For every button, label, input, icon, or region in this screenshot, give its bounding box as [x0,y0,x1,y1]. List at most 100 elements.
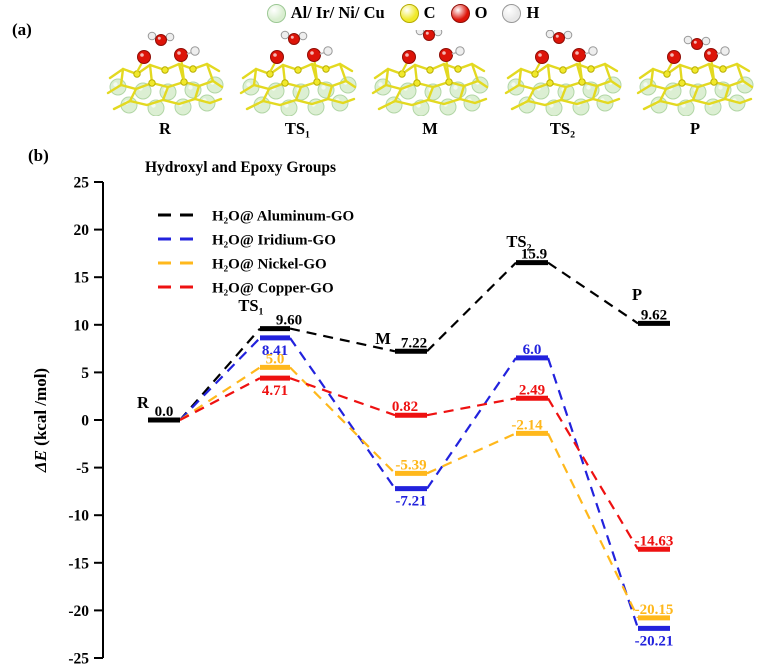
stage-label: R [137,393,150,412]
connector [547,397,639,550]
value-label: 9.60 [276,313,302,329]
molecule-image [106,31,224,116]
series-connectors-copper [179,377,639,550]
connector [289,377,396,417]
y-tick-label: 10 [74,317,90,334]
legend-entry-iridium: H₂O@ Iridium-GO [158,233,336,249]
legend-label: H₂O@ Aluminum-GO [212,209,354,225]
series-labels-iridium: 8.41 -7.21 6.0 -20.21 [262,342,674,650]
legend-entry-nickel: H₂O@ Nickel-GO [158,257,327,273]
connector [547,432,639,619]
value-label: -14.63 [635,533,674,549]
y-tick-label: 20 [74,222,90,239]
connector [426,261,517,353]
value-label: 15.9 [521,247,547,263]
value-label: 8.41 [262,343,288,359]
series-levels-copper [260,375,670,552]
panel-a-label: (a) [12,20,32,39]
hydrogen-sphere-icon [502,3,522,23]
legend-label: H₂O@ Nickel-GO [212,257,327,273]
metal-sphere-icon [266,3,286,23]
stage-labels: R TS₁ M TS₂ P [137,232,642,412]
connector [289,327,396,353]
value-label: -2.14 [511,417,543,433]
y-tick-label: 15 [74,270,90,287]
atom-legend-label: C [423,3,436,22]
series-labels-copper: 4.71 0.82 2.49 -14.63 [262,382,674,549]
atom-legend: Al/ Ir/ Ni/ Cu C O H [0,3,760,23]
stage-label: TS₂ [506,232,531,251]
legend-label: H₂O@ Copper-GO [212,281,334,297]
connector [547,261,639,325]
connector [179,337,261,421]
y-tick-label: -20 [68,603,89,620]
structure-caption: TS₂ [549,119,576,138]
structure-caption: R [159,119,171,138]
connector [426,357,517,490]
y-axis: 25 20 15 10 5 0 -5 -10 -15 -20 -25 ΔE (kcal /mol) [31,175,104,668]
stage-label: TS₁ [238,296,263,315]
value-label: -20.21 [635,633,674,649]
molecule-image [371,30,489,116]
connector [546,357,640,629]
atom-legend-item-metal: Al/ Ir/ Ni/ Cu [266,3,385,23]
energy-diagram-chart: 25 20 15 10 5 0 -5 -10 -15 -20 -25 ΔE (kcal /mol) 0.… [31,159,674,668]
value-label: 4.71 [262,383,288,399]
molecule-image [239,30,356,116]
value-label: -7.21 [395,494,426,510]
carbon-sphere-icon [399,3,419,23]
value-label: 2.49 [519,382,545,398]
connector [289,366,396,475]
y-tick-label: 5 [81,365,89,382]
value-label: 0.0 [155,404,174,420]
molecular-structures-row: R TS₁ M TS₂ P [104,30,756,139]
legend-label: H₂O@ Iridium-GO [212,233,336,249]
y-tick-label: -15 [68,555,89,572]
oxygen-sphere-icon [450,3,470,23]
molecular-structure-1: R [104,30,226,139]
y-tick-label: -10 [68,508,89,525]
stage-label: P [632,285,642,304]
structure-caption: P [689,119,701,138]
molecular-structure-2: TS₁ [237,30,359,139]
series-labels-aluminum: 0.0 9.60 7.22 15.9 9.62 [155,247,668,420]
value-label: -5.39 [395,457,426,473]
atom-legend-item-carbon: C [399,3,436,23]
series-connectors-iridium [179,337,640,629]
molecular-structure-4: TS₂ [502,30,624,139]
atom-legend-item-oxygen: O [450,3,488,23]
connector [426,397,517,417]
atom-legend-label: H [526,3,540,22]
y-tick-label: 0 [81,413,89,430]
structure-caption: M [422,119,438,138]
value-label: 6.0 [523,342,542,358]
series-levels-aluminum [148,260,670,423]
y-tick-label: -25 [68,651,89,668]
chart-legend: Hydroxyl and Epoxy Groups H₂O@ Aluminum-G… [145,159,354,297]
value-label: 5.0 [266,351,285,367]
series-labels-nickel: 5.0 -5.39 -2.14 -20.15 [266,351,674,617]
atom-legend-item-hydrogen: H [502,3,539,23]
molecular-structure-3: M [369,30,491,139]
molecule-image [504,30,621,116]
y-axis-label: ΔE (kcal /mol) [31,368,50,473]
series-levels-iridium [260,335,670,631]
legend-entry-copper: H₂O@ Copper-GO [158,281,334,297]
value-label: 7.22 [401,335,427,351]
atom-legend-label: Al/ Ir/ Ni/ Cu [290,3,385,22]
y-tick-label: 25 [74,175,90,192]
series-levels-nickel [260,364,670,621]
atom-legend-label: O [474,3,488,22]
legend-entry-aluminum: H₂O@ Aluminum-GO [158,209,354,225]
molecular-structure-5: P [634,30,756,139]
molecule-image [636,35,754,116]
y-tick-label: -5 [76,460,89,477]
panel-b-label: (b) [28,146,49,165]
value-label: 9.62 [641,307,667,323]
connector [289,337,396,490]
value-label: 0.82 [392,399,418,415]
connector [179,377,261,421]
stage-label: M [375,329,391,348]
structure-caption: TS₁ [284,119,311,138]
